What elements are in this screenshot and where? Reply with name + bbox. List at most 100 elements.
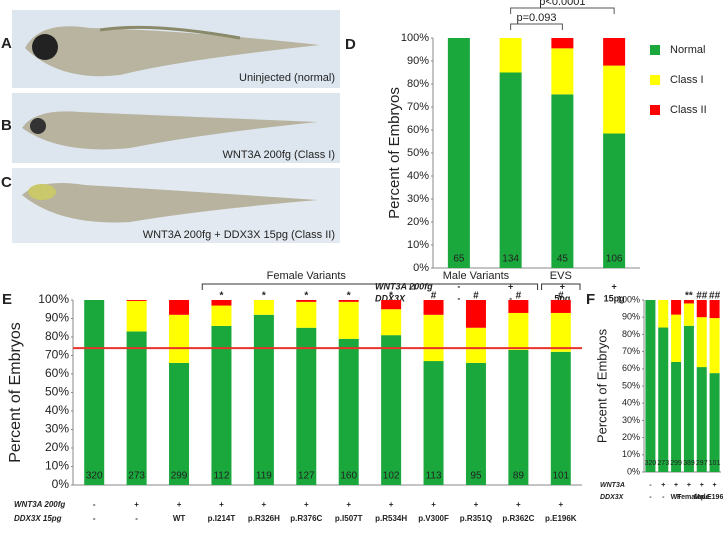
panel-letter: E: [2, 291, 12, 308]
row-value: -: [457, 281, 460, 291]
panel-letter: A: [1, 35, 12, 52]
bar-segment: [126, 300, 147, 332]
row-value: +: [674, 482, 678, 489]
y-axis-label: Percent of Embryos: [7, 322, 24, 463]
bar-segment: [381, 300, 402, 310]
group-bracket: [201, 283, 411, 290]
n-label: 273: [128, 471, 145, 482]
bar-segment: [126, 331, 147, 485]
bar-segment: [447, 38, 470, 268]
n-label: 119: [256, 471, 272, 482]
n-label: 299: [171, 471, 188, 482]
panel-letter: C: [1, 174, 12, 191]
significance-marker: #: [431, 291, 437, 302]
n-label: 113: [426, 471, 442, 482]
n-label: 297: [696, 460, 708, 467]
row-value: p.E196K: [701, 494, 723, 501]
group-label: EVS: [550, 270, 572, 282]
bar-segment: [550, 300, 571, 313]
bar-segment: [338, 301, 359, 339]
significance-marker: #: [558, 291, 564, 302]
y-tick-label: 20%: [622, 432, 640, 442]
y-tick-label: 100%: [401, 32, 429, 44]
row-value: p.E196K: [545, 514, 577, 523]
row-value: p.R376C: [290, 514, 322, 523]
bar-segment: [671, 361, 682, 472]
image-b: [12, 93, 340, 163]
legend-swatch: [650, 105, 660, 115]
row-value: -: [662, 494, 665, 501]
significance-marker: #: [516, 291, 522, 302]
bar-segment: [551, 94, 574, 268]
bar-segment: [603, 65, 626, 134]
y-tick-label: 40%: [45, 403, 69, 417]
bar-segment: [381, 335, 402, 485]
n-label: 134: [502, 254, 519, 265]
row-title: DDX3X: [600, 494, 625, 501]
bar-segment: [551, 48, 574, 95]
n-label: 127: [298, 471, 315, 482]
row-title: DDX3X 15pg: [14, 514, 62, 523]
y-tick-label: 50%: [622, 380, 640, 390]
significance-marker: ##: [696, 291, 708, 302]
image-caption: WNT3A 200fg (Class I): [223, 149, 335, 161]
bar-segment: [253, 314, 274, 485]
bar-segment: [671, 300, 682, 315]
n-label: 95: [470, 471, 482, 482]
bar-segment: [296, 327, 317, 485]
row-value: +: [508, 281, 513, 291]
bar-segment: [671, 314, 682, 362]
n-label: 89: [513, 471, 525, 482]
bar-segment: [169, 314, 190, 363]
n-label: 65: [453, 254, 465, 265]
row-value: +: [389, 500, 394, 509]
bar-segment: [169, 362, 190, 485]
y-tick-label: 100%: [38, 292, 69, 306]
panel-letter: B: [1, 117, 12, 134]
bar-segment: [499, 72, 522, 268]
bar-segment: [658, 300, 669, 328]
row-value: +: [219, 500, 224, 509]
group-bracket: [413, 283, 539, 290]
bar-segment: [381, 309, 402, 336]
panel-letter: D: [345, 36, 356, 53]
row-title: DDX3X: [375, 293, 406, 303]
n-label: 389: [683, 460, 695, 467]
legend-label: Class II: [670, 104, 707, 116]
y-tick-label: 40%: [622, 398, 640, 408]
bar-segment: [603, 38, 626, 66]
y-tick-label: 60%: [407, 124, 429, 136]
bar-segment: [465, 327, 486, 363]
n-label: 273: [657, 460, 669, 467]
y-tick-label: 90%: [622, 312, 640, 322]
group-label: Female Variants: [267, 270, 347, 282]
row-value: 15pg: [604, 293, 625, 303]
y-tick-label: 50%: [45, 385, 69, 399]
row-value: +: [516, 500, 521, 509]
y-tick-label: 70%: [622, 346, 640, 356]
bar-segment: [423, 300, 444, 315]
bar-segment: [499, 38, 522, 73]
row-value: p.R326H: [248, 514, 280, 523]
bar-segment: [296, 301, 317, 328]
bar-segment: [465, 300, 486, 328]
y-tick-label: 70%: [45, 348, 69, 362]
row-value: +: [558, 500, 563, 509]
y-tick-label: 30%: [407, 193, 429, 205]
row-value: 5pg: [554, 293, 570, 303]
row-value: +: [611, 281, 616, 291]
row-value: -: [93, 500, 96, 509]
legend-label: Class I: [670, 74, 704, 86]
legend-swatch: [650, 75, 660, 85]
bar-segment: [508, 312, 529, 350]
significance-marker: *: [389, 291, 393, 302]
bar-segment: [338, 300, 359, 302]
bar-segment: [550, 312, 571, 352]
y-tick-label: 40%: [407, 170, 429, 182]
bar-segment: [253, 300, 274, 315]
bar-segment: [696, 317, 707, 368]
bar-segment: [423, 361, 444, 485]
row-title: WNT3A: [600, 482, 625, 489]
bar-segment: [709, 373, 720, 472]
row-value: -: [93, 514, 96, 523]
